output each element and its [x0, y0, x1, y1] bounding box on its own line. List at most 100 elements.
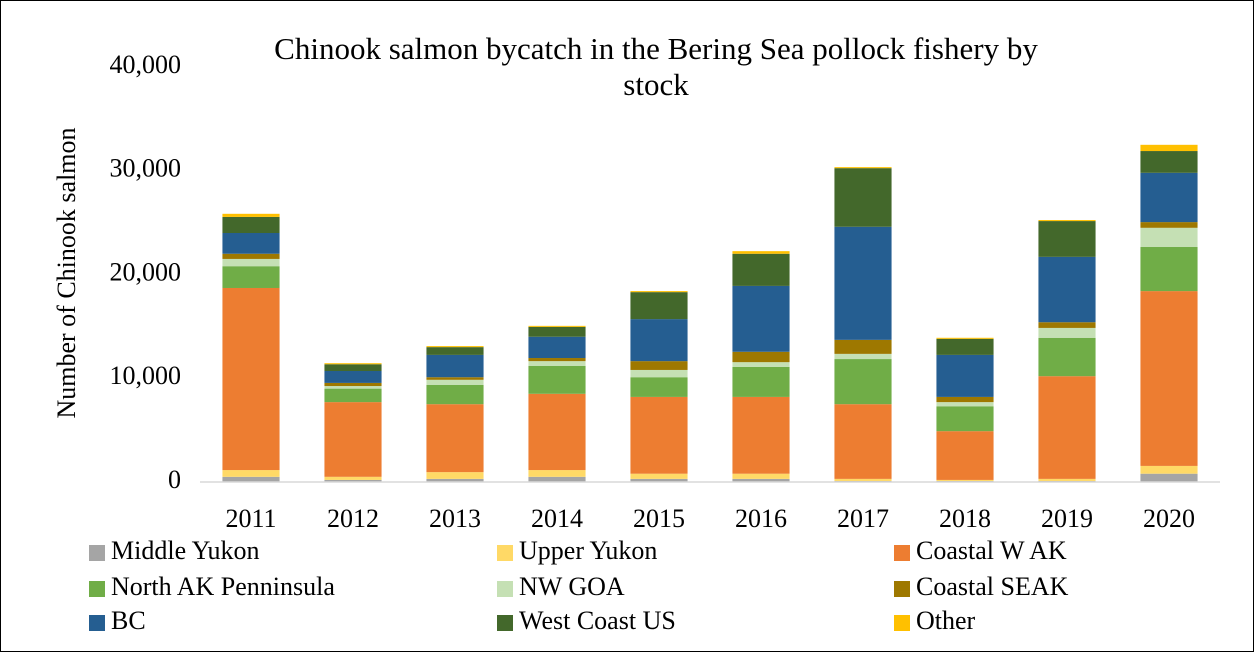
bar-segment — [426, 379, 484, 385]
bar-segment — [324, 476, 382, 480]
y-tick-label: 0 — [168, 465, 181, 494]
bar-segment — [834, 167, 892, 169]
bar-segment — [732, 251, 790, 254]
bar-segment — [1038, 220, 1096, 222]
bar-segment — [936, 337, 994, 339]
bar-segment — [528, 325, 586, 327]
bar-segment — [222, 253, 280, 259]
bar-segment — [426, 384, 484, 405]
bar-segment — [732, 396, 790, 474]
legend-label: BC — [111, 606, 146, 635]
bar-segment — [1038, 322, 1096, 328]
bar-segment — [834, 478, 892, 481]
bar-segment — [936, 431, 994, 480]
bar-segment — [732, 478, 790, 482]
bar-segment — [222, 470, 280, 477]
bar-segment — [834, 404, 892, 479]
x-tick-label: 2011 — [225, 504, 276, 533]
bar-segment — [222, 258, 280, 267]
bar-segment — [630, 292, 688, 320]
bar-segment — [528, 361, 586, 366]
bar-segment — [426, 404, 484, 473]
x-tick-label: 2014 — [531, 504, 583, 533]
bar-segment — [630, 396, 688, 474]
bar-segment — [834, 168, 892, 227]
bar-segment — [528, 336, 586, 359]
legend-label: North AK Penninsula — [111, 572, 335, 601]
y-tick-label: 30,000 — [110, 154, 182, 183]
bar-segment — [324, 382, 382, 387]
legend-swatch — [894, 545, 910, 561]
bar-segment — [1038, 478, 1096, 481]
bar-segment — [222, 287, 280, 471]
chart-title: Chinook salmon bycatch in the Bering Sea… — [274, 31, 1038, 102]
bar-segment — [732, 351, 790, 363]
bar-segment — [528, 476, 586, 482]
bar-segment — [732, 473, 790, 479]
bar-segment — [1140, 247, 1198, 292]
bar-segment — [222, 213, 280, 217]
legend-label: Coastal SEAK — [916, 572, 1069, 601]
bar-segment — [834, 359, 892, 405]
legend-swatch — [894, 615, 910, 631]
bar-segment — [426, 478, 484, 482]
legend-swatch — [89, 545, 105, 561]
bar-segment — [630, 377, 688, 397]
bar-segment — [1038, 256, 1096, 323]
bar-segment — [936, 396, 994, 403]
bar-segment — [426, 472, 484, 479]
bar-segment — [630, 473, 688, 479]
y-tick-label: 10,000 — [110, 361, 182, 390]
bar-segment — [324, 386, 382, 389]
bar-segment — [324, 370, 382, 383]
bar-segment — [324, 479, 382, 482]
bar-segment — [426, 346, 484, 348]
x-tick-label: 2016 — [735, 504, 787, 533]
bar-segment — [528, 326, 586, 337]
bar-segment — [936, 406, 994, 432]
bar-segment — [732, 253, 790, 286]
bar-segment — [1038, 337, 1096, 377]
bar-segment — [732, 366, 790, 397]
bar-segment — [324, 363, 382, 365]
bar-segment — [1038, 327, 1096, 338]
bar-segment — [528, 365, 586, 394]
bar-segment — [936, 402, 994, 407]
x-tick-label: 2018 — [939, 504, 991, 533]
bar-segment — [1140, 151, 1198, 173]
bar-segment — [222, 216, 280, 233]
bar-segment — [1140, 144, 1198, 152]
legend-label: Middle Yukon — [111, 536, 260, 565]
bar-segment — [528, 358, 586, 362]
bar-segment — [528, 470, 586, 477]
bar-segment — [222, 476, 280, 482]
bar-segment — [1038, 221, 1096, 257]
bar-segment — [1140, 465, 1198, 474]
bar-segment — [426, 347, 484, 355]
x-tick-label: 2012 — [327, 504, 379, 533]
bar-segment — [732, 285, 790, 352]
bar-segment — [324, 402, 382, 477]
bar-segment — [1140, 222, 1198, 228]
x-tick-label: 2017 — [837, 504, 889, 533]
bar-segment — [630, 478, 688, 482]
legend-swatch — [497, 581, 513, 597]
legend-swatch — [497, 615, 513, 631]
legend-swatch — [89, 615, 105, 631]
bar-segment — [324, 388, 382, 403]
x-tick-label: 2020 — [1143, 504, 1195, 533]
legend-label: NW GOA — [519, 572, 625, 601]
bar-segment — [936, 354, 994, 397]
legend-swatch — [894, 581, 910, 597]
bar-segment — [324, 364, 382, 371]
bar-segment — [834, 226, 892, 340]
legend-swatch — [89, 581, 105, 597]
y-axis-label: Number of Chinook salmon — [52, 127, 81, 418]
bar-segment — [528, 393, 586, 471]
x-tick-label: 2015 — [633, 504, 685, 533]
bar-segment — [834, 339, 892, 354]
bar-segment — [222, 233, 280, 254]
bar-segment — [1140, 291, 1198, 466]
